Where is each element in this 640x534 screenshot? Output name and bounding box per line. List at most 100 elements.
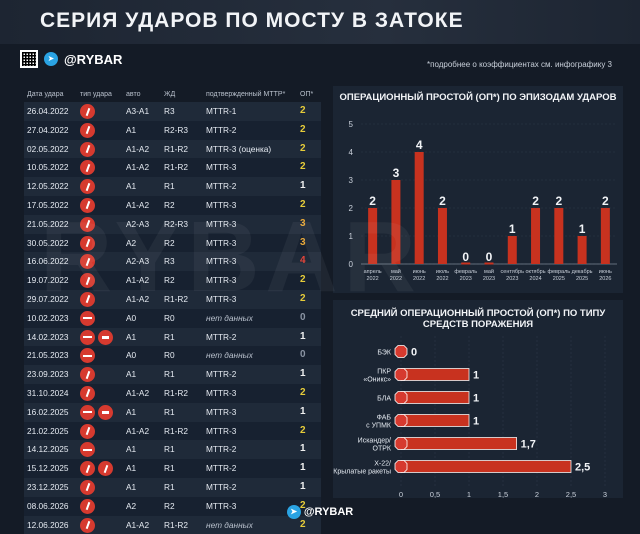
rail-damage: R1-R2 — [164, 425, 188, 436]
strike-date: 17.05.2022 — [27, 199, 69, 210]
column-header: ОП* — [300, 91, 314, 98]
bar — [400, 368, 470, 381]
column-header: авто — [126, 91, 141, 98]
op-value: 2 — [300, 274, 306, 286]
boat-icon — [80, 310, 95, 326]
chart-title-episodes: ОПЕРАЦИОННЫЙ ПРОСТОЙ (ОП*) ПО ЭПИЗОДАМ У… — [339, 92, 617, 103]
mttr-value: MTTR-3 — [206, 162, 237, 173]
category-label: ОТРК — [373, 446, 392, 453]
category-label: Искандер/ — [358, 438, 391, 445]
rail-damage: R1 — [164, 406, 175, 417]
brand-handle[interactable]: @RYBAR — [64, 51, 123, 67]
telegram-icon: ➤ — [44, 52, 58, 66]
table-row: 14.02.2023 A1 R1 MTTR-2 1 — [24, 327, 321, 347]
op-value: 1 — [300, 368, 306, 380]
strike-type-cell — [80, 384, 98, 403]
missile-icon — [80, 423, 95, 439]
x-tick-label: 1,5 — [498, 490, 508, 498]
strike-date: 26.04.2022 — [27, 106, 69, 116]
x-tick-label: июнь — [599, 269, 612, 275]
boat-icon — [80, 442, 95, 458]
rail-damage: R1-R2 — [164, 293, 188, 304]
bar — [400, 437, 517, 450]
missile-icon — [80, 104, 95, 119]
data-label: 2,5 — [575, 462, 590, 474]
x-tick-label: декабрь — [572, 269, 593, 275]
rail-damage: R1 — [164, 369, 175, 380]
x-tick-label: 2025 — [576, 276, 588, 282]
op-value: 2 — [300, 518, 306, 530]
x-tick-label: 2023 — [460, 276, 472, 282]
table-row: 15.12.2025 A1 R1 MTTR-2 1 — [24, 459, 321, 478]
header-bar: СЕРИЯ УДАРОВ ПО МОСТУ В ЗАТОКЕ — [0, 0, 640, 44]
strike-date: 10.05.2022 — [27, 162, 69, 173]
op-value: 2 — [300, 198, 306, 210]
strike-date: 23.12.2025 — [27, 481, 69, 492]
column-header: Дата удара — [27, 91, 64, 98]
footer-brand: ➤ @RYBAR — [0, 505, 640, 519]
missile-icon — [80, 385, 95, 401]
missile-icon — [80, 160, 95, 176]
strike-type-cell — [80, 403, 116, 422]
strike-date: 19.07.2022 — [27, 275, 69, 286]
auto-damage: A1-A2 — [126, 162, 150, 173]
data-label: 2 — [555, 194, 562, 208]
auto-damage: A1-A2 — [126, 199, 150, 210]
strike-type-cell — [80, 497, 98, 516]
op-value: 2 — [300, 161, 306, 173]
data-label: 4 — [416, 138, 423, 152]
mttr-value: MTTR-3 — [206, 406, 237, 417]
strike-type-cell — [80, 140, 98, 159]
x-tick-label: 2 — [535, 490, 539, 498]
missile-icon — [80, 461, 95, 477]
bar — [554, 208, 564, 264]
strike-date: 31.10.2024 — [27, 387, 69, 398]
table-row: 19.07.2022 A1-A2 R2 MTTR-3 2 — [24, 271, 321, 290]
rail-damage: R1 — [164, 481, 175, 492]
weapon-icon — [394, 414, 408, 427]
category-label: БЛА — [377, 396, 391, 403]
table-row: 29.07.2022 A1-A2 R1-R2 MTTR-3 2 — [24, 289, 321, 309]
weapon-icon — [394, 437, 408, 450]
mttr-value: MTTR-3 — [206, 256, 237, 267]
y-tick-label: 4 — [349, 148, 354, 157]
strike-date: 21.02.2025 — [27, 425, 69, 436]
drone-icon — [98, 404, 113, 420]
missile-icon — [80, 141, 95, 157]
op-value: 1 — [300, 443, 306, 455]
mttr-value: нет данных — [206, 312, 253, 323]
data-label: 2 — [439, 194, 446, 208]
strike-type-cell — [80, 271, 98, 290]
footer-handle[interactable]: @RYBAR — [303, 505, 354, 518]
missile-icon — [80, 179, 95, 195]
table-row: 27.04.2022 A1 R2-R3 MTTR-2 2 — [24, 120, 321, 140]
bar — [400, 460, 572, 473]
x-tick-label: май — [484, 268, 494, 275]
bar — [577, 236, 587, 264]
data-label: 1 — [473, 370, 479, 382]
x-tick-label: июнь — [413, 269, 426, 275]
bar — [507, 236, 517, 264]
weapon-icon — [394, 391, 408, 404]
data-label: 2 — [602, 194, 609, 208]
auto-damage: A1-A2 — [126, 143, 150, 154]
data-label: 1 — [509, 222, 516, 236]
missile-icon — [80, 122, 95, 138]
rail-damage: R2 — [164, 199, 175, 210]
op-value: 2 — [300, 386, 306, 398]
missile-icon — [80, 216, 95, 232]
x-tick-label: 2022 — [413, 276, 425, 282]
x-tick-label: октябрь — [525, 269, 545, 275]
mttr-value: MTTR-3 — [206, 218, 237, 229]
missile-icon — [80, 235, 95, 251]
rail-damage: R2 — [164, 237, 175, 248]
strike-type-cell — [80, 234, 98, 253]
auto-damage: A1 — [126, 444, 137, 455]
table-row: 31.10.2024 A1-A2 R1-R2 MTTR-3 2 — [24, 383, 321, 403]
op-value: 0 — [300, 349, 306, 361]
mttr-value: нет данных — [206, 350, 253, 361]
x-tick-label: апрель — [364, 269, 382, 275]
mttr-value: MTTR-3 — [206, 275, 237, 286]
strike-date: 14.02.2023 — [27, 331, 69, 342]
